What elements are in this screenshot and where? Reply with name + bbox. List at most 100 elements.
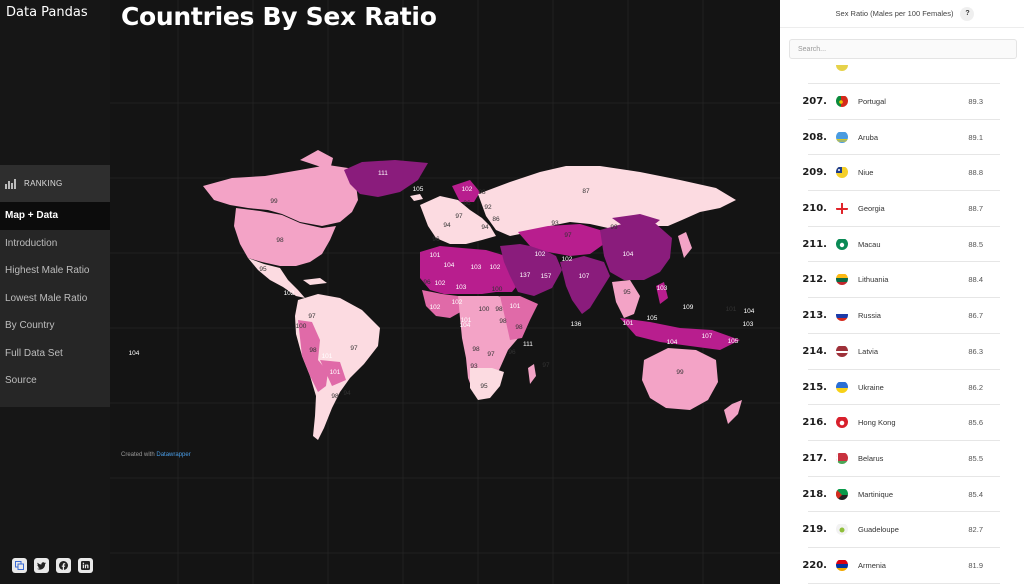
region-japan-korea	[678, 232, 692, 258]
map-value-label: 96	[463, 200, 471, 207]
list-item[interactable]: 212. Lithuania 88.4	[802, 262, 1000, 299]
nav-item-map-data[interactable]: Map + Data	[0, 202, 110, 230]
sidebar: Data Pandas RANKING Map + Data Introduct…	[0, 0, 110, 584]
sex-ratio-value: 88.4	[968, 275, 983, 285]
social-links	[12, 558, 93, 573]
ranking-list: 207. Portugal 89.3 208. Aruba 89.1 209. Niue 88.…	[802, 63, 1000, 584]
region-europe	[420, 196, 496, 244]
list-item[interactable]: 213. Russia 86.7	[802, 298, 1000, 334]
flag-icon-latvia	[836, 345, 848, 357]
map-value-label: 97	[564, 232, 572, 239]
nav-item-introduction[interactable]: Introduction	[5, 237, 58, 249]
map-value-label: 98	[472, 346, 480, 353]
map-value-label: 102	[535, 251, 546, 258]
map-value-label: 95	[259, 266, 267, 273]
region-iceland	[410, 194, 423, 201]
nav-item-source[interactable]: Source	[5, 375, 37, 387]
country-name: Hong Kong	[858, 418, 896, 428]
region-usa	[234, 208, 336, 266]
nav-item-lowest-male-ratio[interactable]: Lowest Male Ratio	[5, 292, 88, 304]
rank-number: 219.	[802, 524, 827, 536]
flag-icon-macau	[836, 238, 848, 250]
linkedin-icon[interactable]	[78, 558, 93, 573]
region-new-zealand	[724, 400, 742, 424]
list-item[interactable]: 208. Aruba 89.1	[802, 120, 1000, 156]
map-value-label: 92	[484, 204, 492, 211]
facebook-icon[interactable]	[56, 558, 71, 573]
map-value-label: 103	[471, 264, 482, 271]
rank-number: 217.	[802, 452, 827, 464]
flag-icon-niue	[836, 166, 848, 179]
list-item[interactable]: 211. Macau 88.5	[802, 227, 1000, 263]
region-southeast-asia	[612, 280, 640, 318]
map-credit: Created with Datawrapper	[121, 452, 191, 458]
country-name: Macau	[858, 239, 881, 249]
list-item-partial	[808, 63, 1000, 84]
rank-number: 216.	[802, 417, 827, 429]
brand-logo[interactable]: Data Pandas	[6, 5, 88, 20]
list-item[interactable]: 210. Georgia 88.7	[802, 191, 1000, 227]
map-value-label: 98	[331, 393, 339, 400]
map-value-label: 104	[623, 251, 634, 258]
map-value-label: 97	[455, 213, 463, 220]
credit-prefix: Created with	[121, 452, 155, 458]
region-canada-east	[300, 150, 333, 170]
map-value-label: 98	[515, 324, 523, 331]
map-value-label: 96	[508, 349, 516, 356]
map-value-label: 93	[470, 363, 478, 370]
region-australia	[642, 348, 718, 410]
sex-ratio-value: 88.5	[968, 239, 983, 249]
map-value-label: 97	[308, 313, 316, 320]
panel-header-title[interactable]: Sex Ratio (Males per 100 Females)	[835, 9, 954, 18]
map-value-label: 98	[499, 318, 507, 325]
map-value-label: 102	[430, 304, 441, 311]
list-item[interactable]: 215. Ukraine 86.2	[802, 370, 1000, 406]
region-scandinavia	[452, 180, 480, 202]
map-value-label: 104	[460, 322, 471, 329]
list-item[interactable]: 217. Belarus 85.5	[802, 441, 1000, 477]
map-value-label: 103	[743, 321, 754, 328]
country-name: Latvia	[858, 346, 879, 356]
list-item[interactable]: 218. Martinique 85.4	[802, 477, 1000, 513]
map-gridlines	[110, 0, 780, 584]
map-value-label: 102	[462, 186, 473, 193]
nav-item-by-country[interactable]: By Country	[5, 320, 55, 332]
map-value-label: 96	[423, 279, 431, 286]
map-value-label: 104	[744, 308, 755, 315]
map-value-label: 101	[623, 320, 634, 327]
help-button[interactable]: ?	[960, 6, 975, 21]
copy-icon[interactable]	[12, 558, 27, 573]
nav-item-full-data-set[interactable]: Full Data Set	[5, 347, 63, 359]
map-value-label: 94	[481, 224, 489, 231]
twitter-icon[interactable]	[34, 558, 49, 573]
rank-number: 209.	[802, 167, 827, 179]
region-philippines	[656, 282, 668, 304]
sex-ratio-value: 85.6	[968, 418, 983, 428]
map-value-label: 94	[443, 222, 451, 229]
map-value-label: 105	[413, 186, 424, 193]
map-value-label: 101	[726, 306, 737, 313]
sex-ratio-value: 89.1	[968, 132, 983, 142]
map-value-label: 101	[461, 317, 472, 324]
nav-item-highest-male-ratio[interactable]: Highest Male Ratio	[5, 265, 90, 277]
nav-ranking-header[interactable]: RANKING	[0, 165, 110, 202]
list-item[interactable]: 214. Latvia 86.3	[802, 334, 1000, 370]
map-value-label: 98	[276, 237, 284, 244]
bar-chart-icon	[5, 178, 16, 189]
list-item[interactable]: 220. Armenia 81.9	[802, 548, 1000, 584]
region-andes	[298, 320, 328, 392]
search-input[interactable]: Search...	[789, 39, 1017, 59]
list-item[interactable]: 216. Hong Kong 85.6	[802, 405, 1000, 441]
map-value-label: 157	[541, 273, 552, 280]
panel-header: Sex Ratio (Males per 100 Females) ?	[780, 0, 1024, 28]
list-item[interactable]: 207. Portugal 89.3	[802, 84, 1000, 120]
flag-icon-armenia	[836, 559, 848, 571]
datawrapper-link[interactable]: Datawrapper	[156, 452, 191, 458]
flag-icon-aruba	[836, 131, 848, 143]
region-brazil-bolivia	[320, 360, 346, 386]
list-item[interactable]: 219. Guadeloupe 82.7	[802, 512, 1000, 548]
region-caribbean	[303, 278, 327, 285]
region-russia	[478, 166, 736, 236]
list-item[interactable]: 209. Niue 88.8	[802, 155, 1000, 192]
